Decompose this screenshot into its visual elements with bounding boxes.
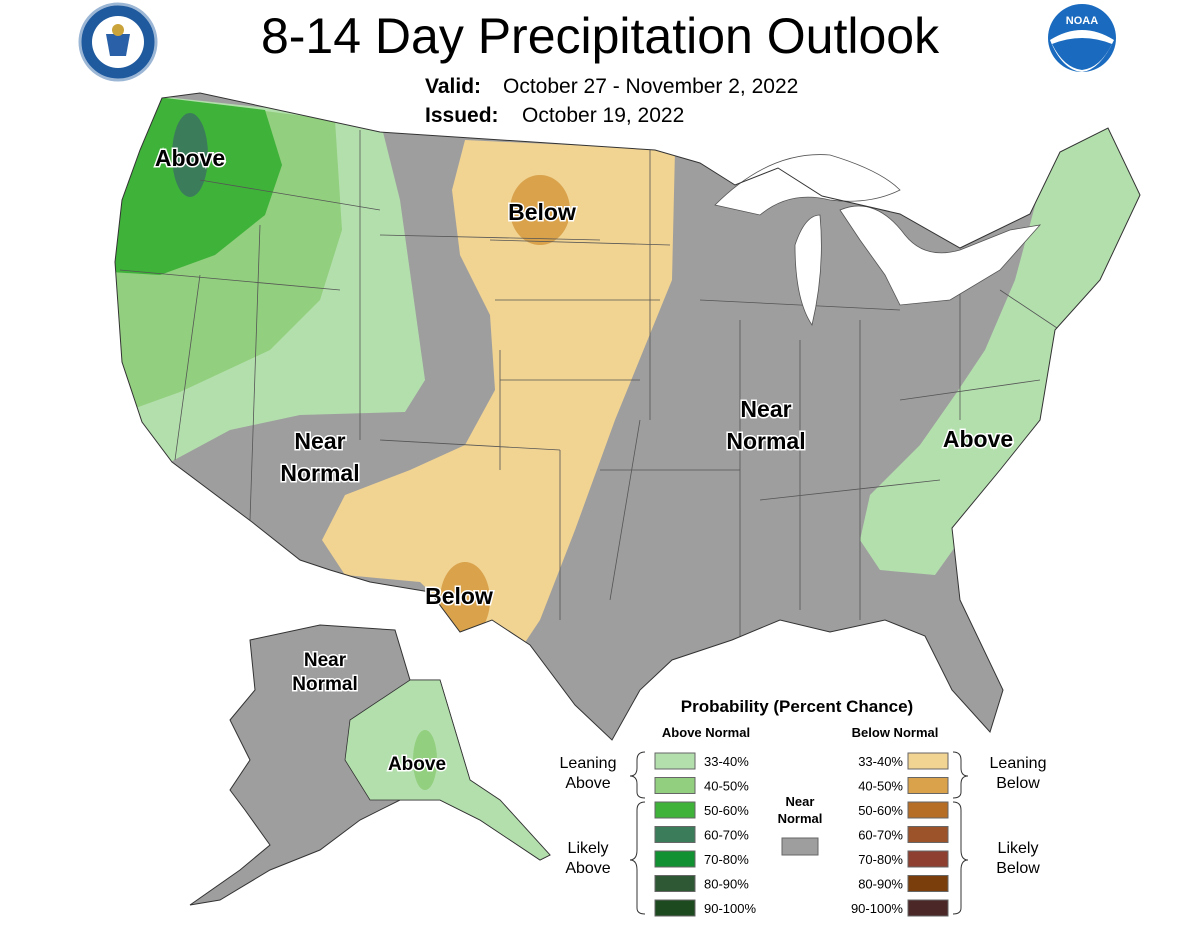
legend-swatch [654, 752, 696, 770]
legend-swatch [654, 875, 696, 892]
below-33-area [322, 140, 675, 650]
legend-swatch [907, 801, 949, 819]
group-label: Leaning Below [990, 755, 1047, 792]
map-label: Above [943, 426, 1013, 452]
legend-swatch [907, 777, 949, 794]
alaska-map [189, 624, 551, 906]
legend-range: 60-70% [858, 828, 903, 843]
above-33-area-east [860, 120, 1140, 575]
legend-swatch [654, 899, 696, 917]
title: 8-14 Day Precipitation Outlook [261, 8, 940, 64]
map-label: Above [388, 754, 446, 775]
near-normal-label: Near Normal [778, 794, 823, 826]
noaa-logo: NOAA [1048, 4, 1116, 72]
below-40-area-sw [440, 562, 490, 638]
group-label: Likely Above [565, 840, 610, 877]
legend: Probability (Percent Chance) Above Norma… [560, 697, 1047, 917]
valid-dates: October 27 - November 2, 2022 [503, 75, 798, 98]
legend-title: Probability (Percent Chance) [681, 697, 913, 716]
legend-range: 50-60% [858, 803, 903, 818]
legend-range: 90-100% [851, 901, 903, 916]
legend-swatch [654, 777, 696, 794]
map-label: Below [425, 583, 493, 609]
legend-swatch [907, 826, 949, 843]
legend-braces [629, 751, 969, 915]
legend-range: 40-50% [858, 779, 903, 794]
legend-swatch [907, 850, 949, 868]
legend-range: 80-90% [704, 877, 749, 892]
legend-range: 90-100% [704, 901, 756, 916]
below-40-area [510, 175, 570, 245]
near-normal-swatch [781, 837, 819, 856]
legend-swatch [907, 752, 949, 770]
map-label: Near Normal [292, 650, 357, 695]
legend-range: 80-90% [858, 877, 903, 892]
legend-swatch [654, 801, 696, 819]
group-label: Likely Below [996, 840, 1040, 877]
legend-swatch [907, 899, 949, 917]
legend-range: 33-40% [858, 754, 903, 769]
logo-text: NOAA [1066, 15, 1098, 27]
map-label: Above [155, 145, 225, 171]
legend-range: 33-40% [704, 754, 749, 769]
above-60-area [172, 113, 208, 197]
issued-date: October 19, 2022 [522, 104, 684, 127]
legend-swatch [907, 875, 949, 892]
group-label: Leaning Above [560, 755, 617, 792]
legend-swatch [654, 826, 696, 843]
legend-range: 40-50% [704, 779, 749, 794]
map-label: Near Normal [726, 396, 805, 454]
legend-range: 70-80% [858, 852, 903, 867]
legend-range: 70-80% [704, 852, 749, 867]
map-label: Below [508, 199, 576, 225]
map-label: Near Normal [280, 428, 359, 486]
legend-heading: Below Normal [852, 725, 939, 740]
legend-range: 50-60% [704, 803, 749, 818]
valid-label: Valid: [425, 75, 481, 98]
legend-swatch [654, 850, 696, 868]
issued-label: Issued: [425, 104, 499, 127]
legend-range: 60-70% [704, 828, 749, 843]
doc-seal [78, 2, 158, 82]
legend-heading: Above Normal [662, 725, 750, 740]
state-borders [119, 130, 1061, 640]
